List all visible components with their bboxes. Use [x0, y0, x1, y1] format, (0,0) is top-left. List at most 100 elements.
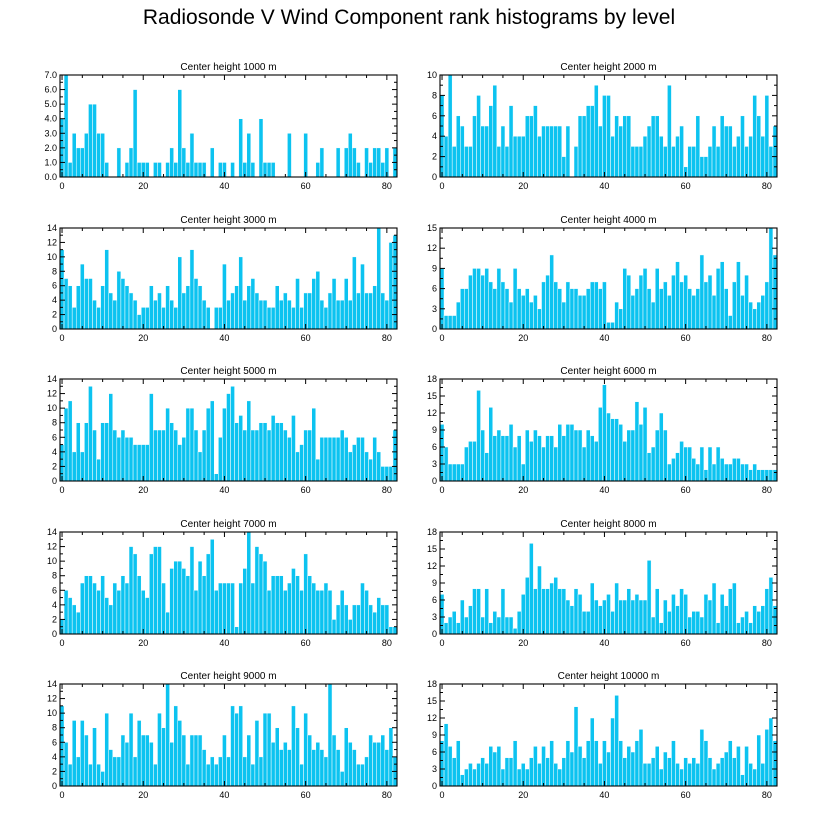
histogram-bar: [364, 590, 369, 635]
histogram-bar: [667, 463, 672, 482]
y-tick-label: 6: [52, 281, 57, 291]
histogram-bar: [299, 444, 304, 482]
histogram-bar: [270, 415, 276, 482]
histogram-bar: [606, 594, 611, 635]
histogram-bar: [185, 285, 191, 330]
histogram-bar: [112, 582, 118, 635]
histogram-bar: [315, 458, 321, 482]
histogram-bar: [360, 437, 365, 482]
histogram-bar: [736, 458, 741, 482]
histogram-bar: [451, 757, 457, 787]
histogram-bar: [598, 125, 603, 178]
histogram-bar: [508, 105, 514, 178]
histogram-bar: [691, 295, 697, 330]
histogram-bar: [691, 146, 697, 178]
histogram-bar: [185, 763, 191, 787]
histogram-bar: [488, 407, 494, 482]
histogram-bar: [707, 757, 713, 787]
histogram-bar: [368, 162, 373, 178]
histogram-bar: [124, 437, 130, 482]
histogram-bar: [71, 307, 77, 330]
histogram-bar: [287, 749, 292, 787]
histogram-bar: [299, 590, 304, 635]
y-tick-label: 6: [432, 747, 437, 757]
histogram-bar: [764, 588, 770, 635]
histogram-bar: [447, 315, 453, 330]
x-tick-label: 60: [301, 181, 311, 191]
histogram-bar: [711, 768, 717, 787]
histogram-bar: [71, 604, 77, 635]
histogram-bar: [484, 452, 489, 482]
histogram-bar: [120, 278, 126, 330]
histogram-bar: [723, 751, 729, 787]
histogram-bar: [149, 285, 154, 330]
y-tick-label: 2: [432, 152, 437, 162]
histogram-bar: [602, 599, 607, 635]
histogram-bar: [533, 295, 538, 330]
y-tick-label: 10: [47, 556, 57, 566]
histogram-bar: [618, 308, 623, 330]
x-tick-label: 60: [681, 638, 691, 648]
histogram-bar: [630, 599, 636, 635]
histogram-bar: [626, 274, 632, 330]
histogram-bar: [715, 622, 721, 635]
histogram-bar: [561, 435, 567, 482]
histogram-bar: [492, 435, 498, 482]
histogram-bar: [654, 588, 660, 635]
histogram-bar: [687, 146, 692, 178]
y-tick-label: 5.0: [44, 99, 57, 109]
histogram-bar: [226, 393, 231, 482]
histogram-bar: [177, 720, 183, 787]
histogram-bar: [299, 307, 304, 330]
histogram-bar: [266, 162, 272, 178]
histogram-bar: [614, 418, 619, 482]
histogram-bar: [760, 605, 766, 635]
histogram-bar: [699, 446, 705, 482]
histogram-bar: [748, 301, 753, 330]
histogram-bar: [549, 254, 554, 330]
histogram-bar: [116, 756, 122, 787]
histogram-bar: [84, 133, 89, 178]
y-tick-label: 14: [47, 679, 57, 689]
histogram-bar: [132, 89, 138, 178]
histogram-bar: [581, 757, 587, 787]
histogram-bar: [307, 734, 312, 787]
histogram-bar: [132, 553, 138, 635]
y-tick-label: 1.0: [44, 157, 57, 167]
histogram-bar: [663, 599, 668, 635]
y-tick-label: 6: [52, 737, 57, 747]
histogram-bar: [319, 590, 325, 635]
histogram-bar: [145, 597, 150, 635]
histogram-bar: [614, 301, 619, 330]
histogram-bar: [335, 147, 341, 178]
histogram-bar: [569, 605, 575, 635]
histogram-bar: [622, 599, 628, 635]
histogram-bar: [372, 437, 377, 482]
histogram-bar: [594, 740, 599, 787]
histogram-bar: [372, 285, 377, 330]
histogram-bar: [258, 422, 264, 482]
histogram-bar: [585, 740, 591, 787]
histogram-bar: [711, 295, 717, 330]
histogram-bar: [352, 604, 357, 635]
histogram-bar: [602, 95, 607, 178]
histogram-bar: [561, 156, 567, 178]
histogram-bar: [157, 162, 162, 178]
histogram-bar: [92, 429, 97, 482]
histogram-bar: [598, 407, 603, 482]
y-tick-label: 4: [52, 752, 57, 762]
histogram-bar: [606, 751, 611, 787]
histogram-bar: [557, 424, 563, 482]
histogram-bar: [654, 429, 660, 482]
histogram-bar: [589, 582, 595, 635]
histogram-bar: [315, 162, 321, 178]
histogram-bar: [549, 125, 554, 178]
histogram-bar: [209, 539, 215, 635]
histogram-bar: [189, 249, 195, 330]
histogram-bar: [488, 105, 494, 178]
histogram-bar: [472, 115, 477, 178]
histogram-bar: [642, 135, 648, 178]
histogram-panel-3: Center height 3000 m 0 20 40 60 80 0 2 4 6 8 10 12 14: [47, 215, 398, 343]
histogram-bar: [348, 133, 353, 178]
histogram-bar: [230, 386, 235, 482]
